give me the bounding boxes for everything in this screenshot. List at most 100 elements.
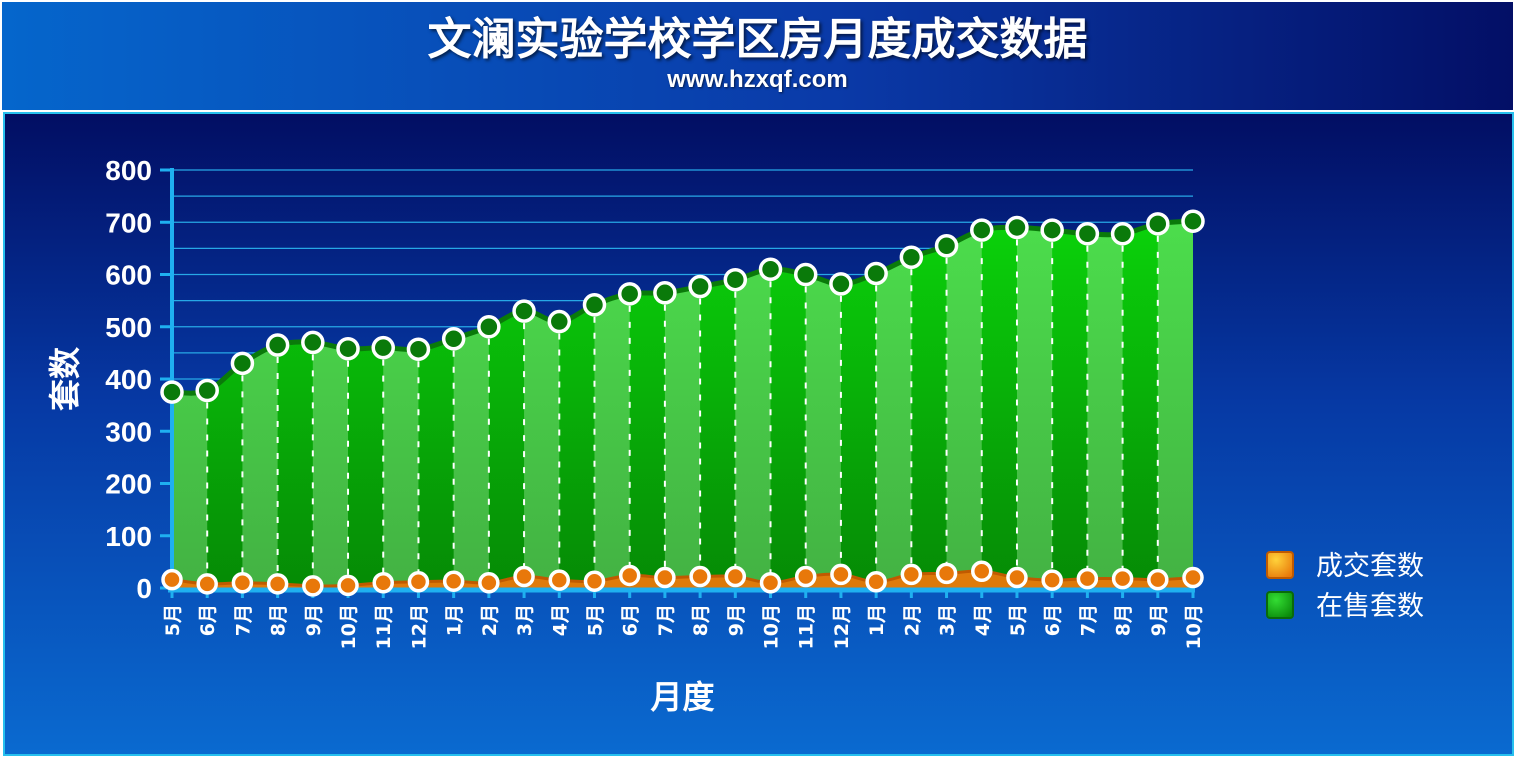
on-sale-point bbox=[723, 267, 748, 292]
legend-swatch bbox=[1266, 591, 1294, 619]
area-layer bbox=[171, 218, 1194, 588]
x-tick-label: 4月 bbox=[549, 604, 571, 636]
area-stripe bbox=[524, 221, 560, 588]
x-tick-label: 1月 bbox=[444, 604, 466, 636]
x-tick-label: 7月 bbox=[1077, 604, 1099, 636]
x-tick-label: 1月 bbox=[866, 604, 888, 636]
on-sale-point bbox=[1005, 215, 1029, 240]
area-stripe bbox=[1087, 221, 1124, 588]
area-stripe bbox=[1122, 221, 1159, 588]
on-sale-point bbox=[934, 234, 959, 258]
sold-point bbox=[1076, 567, 1099, 590]
sold-point bbox=[724, 565, 747, 588]
chart-title: 文澜实验学校学区房月度成交数据 bbox=[427, 14, 1088, 65]
x-tick-label: 9月 bbox=[1148, 604, 1170, 636]
x-tick-label: 12月 bbox=[408, 604, 430, 649]
x-tick-label: 10月 bbox=[761, 604, 783, 649]
sold-point bbox=[971, 560, 993, 583]
legend-label: 成交套数 bbox=[1316, 551, 1424, 582]
sold-point bbox=[337, 574, 359, 597]
chart-header bbox=[2, 2, 1513, 110]
y-tick-label: 200 bbox=[105, 469, 152, 500]
sold-point bbox=[196, 573, 218, 595]
sold-point bbox=[478, 572, 500, 594]
on-sale-point bbox=[899, 245, 924, 270]
sold-point bbox=[1182, 566, 1204, 589]
on-sale-point bbox=[406, 337, 431, 361]
on-sale-point bbox=[1040, 218, 1064, 242]
on-sale-point bbox=[1075, 221, 1100, 246]
y-tick-label: 500 bbox=[105, 312, 152, 343]
x-tick-label: 6月 bbox=[620, 604, 642, 636]
area-stripe bbox=[1052, 221, 1088, 588]
on-sale-point bbox=[301, 330, 325, 355]
sold-point bbox=[794, 565, 817, 588]
area-stripe bbox=[594, 221, 631, 588]
sold-point bbox=[935, 562, 958, 585]
marker-layer bbox=[160, 209, 1205, 597]
area-stripe bbox=[770, 221, 807, 588]
y-tick-label: 100 bbox=[105, 521, 152, 552]
x-tick-label: 2月 bbox=[901, 604, 923, 636]
y-tick-label: 700 bbox=[105, 207, 152, 238]
y-tick-label: 800 bbox=[105, 155, 152, 186]
area-stripe bbox=[805, 221, 842, 588]
on-sale-point bbox=[265, 333, 290, 357]
sold-point bbox=[830, 563, 852, 586]
on-sale-point bbox=[1110, 221, 1135, 246]
area-stripe bbox=[911, 221, 948, 588]
x-tick-label: 9月 bbox=[725, 604, 747, 636]
sold-point bbox=[583, 570, 606, 592]
sold-point bbox=[266, 573, 289, 595]
x-axis-title: 月度 bbox=[650, 678, 714, 716]
sold-point bbox=[513, 565, 535, 588]
sold-point bbox=[548, 569, 571, 591]
sold-point bbox=[654, 566, 676, 589]
area-stripe bbox=[700, 221, 736, 588]
sold-point bbox=[1041, 569, 1063, 591]
on-sale-point bbox=[1146, 212, 1170, 236]
x-tick-label: 2月 bbox=[479, 604, 501, 636]
on-sale-point bbox=[371, 335, 395, 360]
area-stripe bbox=[664, 221, 701, 588]
area-stripe bbox=[946, 221, 983, 588]
x-tick-label: 8月 bbox=[268, 604, 290, 636]
sold-point bbox=[689, 565, 711, 588]
x-tick-label: 5月 bbox=[1007, 604, 1029, 636]
sold-point bbox=[407, 570, 430, 593]
x-tick-label: 11月 bbox=[373, 604, 395, 649]
sold-point bbox=[618, 564, 641, 587]
on-sale-point bbox=[230, 351, 255, 376]
on-sale-point bbox=[336, 336, 360, 361]
area-stripe bbox=[840, 221, 877, 588]
x-tick-label: 9月 bbox=[303, 604, 325, 636]
sold-point bbox=[865, 570, 887, 593]
x-tick-label: 7月 bbox=[655, 604, 677, 636]
on-sale-point bbox=[617, 282, 642, 306]
on-sale-point bbox=[195, 378, 219, 403]
area-stripe bbox=[1157, 221, 1193, 588]
on-sale-point bbox=[829, 272, 853, 296]
label-layer: 0 100 200 300 400 500 600 700 800 5月 6月 7月 8月 9月 10月 11… bbox=[46, 155, 1205, 716]
x-tick-label: 10月 bbox=[338, 604, 360, 649]
area-stripe bbox=[559, 221, 595, 588]
x-tick-label: 7月 bbox=[232, 604, 254, 636]
x-tick-label: 10月 bbox=[1183, 604, 1205, 649]
y-axis-title: 套数 bbox=[46, 346, 84, 411]
x-tick-label: 3月 bbox=[514, 604, 536, 636]
on-sale-point bbox=[512, 299, 536, 323]
on-sale-point bbox=[1181, 209, 1205, 233]
sold-point bbox=[1147, 568, 1169, 591]
area-stripe bbox=[172, 221, 208, 588]
area-stripe bbox=[735, 221, 772, 588]
legend-swatch bbox=[1266, 551, 1294, 579]
y-tick-label: 600 bbox=[105, 260, 152, 291]
area-stripe bbox=[1016, 221, 1053, 588]
y-tick-label: 300 bbox=[105, 416, 152, 447]
on-sale-point bbox=[477, 315, 501, 339]
x-tick-label: 5月 bbox=[162, 604, 184, 636]
x-tick-label: 8月 bbox=[1113, 604, 1135, 636]
area-stripe bbox=[876, 221, 912, 588]
